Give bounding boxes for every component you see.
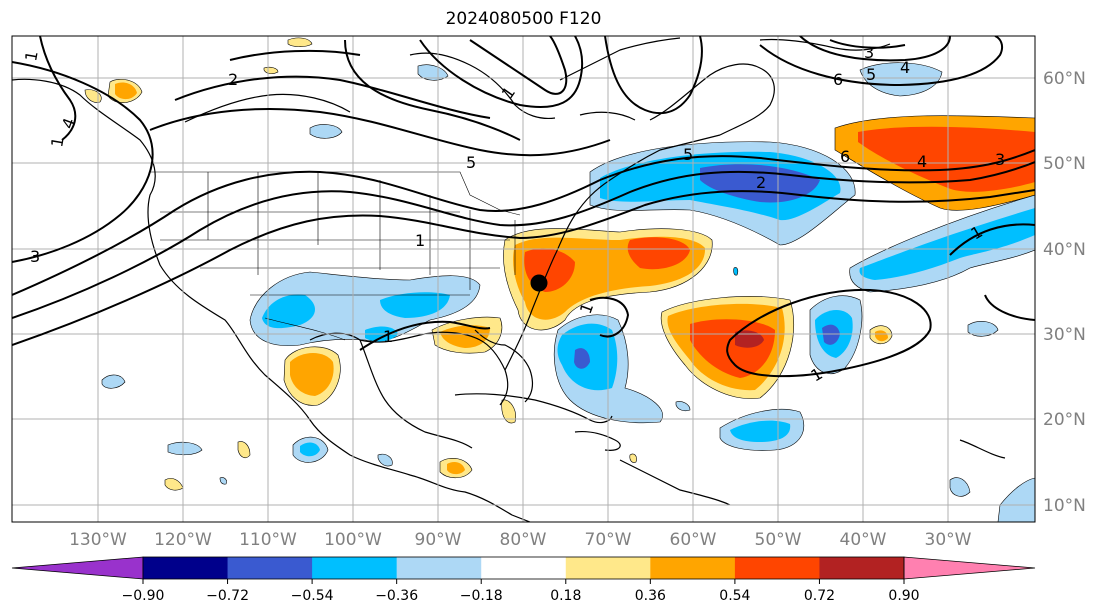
colorbar-tick-label: 0.18 — [550, 588, 581, 604]
lon-label: 60°W — [670, 530, 717, 550]
lat-label: 50°N — [1043, 154, 1086, 174]
colorbar-extend-low — [11, 556, 144, 580]
lon-label: 100°W — [324, 530, 382, 550]
lat-label: 40°N — [1043, 240, 1086, 260]
colorbar-tick-label: 0.90 — [888, 588, 919, 604]
contour-label: 5 — [683, 145, 693, 164]
lon-label: 50°W — [755, 530, 802, 550]
contour-label: 6 — [833, 70, 843, 89]
colorbar-tick-label: −0.18 — [460, 588, 503, 604]
colorbar-tick-label: −0.72 — [206, 588, 249, 604]
colorbar-segment — [227, 557, 313, 579]
height-contours — [12, 36, 1035, 378]
contour-label: 1 — [415, 231, 425, 250]
contour-label: 3 — [995, 150, 1005, 169]
contour-label: 5 — [466, 153, 476, 172]
colorbar-segment — [650, 557, 736, 579]
latitude-labels: 60°N 50°N 40°N 30°N 20°N 10°N — [1043, 69, 1086, 516]
colorbar-ticks: −0.90 −0.72 −0.54 −0.36 −0.18 0.18 0.36 0.54 0.7… — [122, 579, 920, 604]
contour-label: 3 — [30, 247, 40, 266]
colorbar-segment — [819, 557, 905, 579]
contour-label: 2 — [756, 173, 766, 192]
contour-label: 6 — [840, 147, 850, 166]
gridlines — [12, 36, 1035, 522]
colorbar-segment — [396, 557, 482, 579]
colorbar-segment — [143, 557, 229, 579]
contour-label: 5 — [866, 65, 876, 84]
colorbar-segments — [11, 556, 1036, 580]
colorbar-segment — [565, 557, 651, 579]
contour-label: 4 — [900, 58, 910, 77]
contour-label: 4 — [917, 152, 927, 171]
lat-label: 30°N — [1043, 325, 1086, 345]
contour-label: 2 — [228, 70, 238, 89]
colorbar-frame — [142, 556, 905, 580]
colorbar-tick-label: −0.54 — [291, 588, 334, 604]
lon-label: 70°W — [585, 530, 632, 550]
colorbar-segment — [481, 557, 567, 579]
lon-label: 110°W — [239, 530, 297, 550]
map-title: 2024080500 F120 — [445, 9, 602, 29]
colorbar-tick-label: −0.90 — [122, 588, 165, 604]
lon-label: 130°W — [69, 530, 127, 550]
cold-anomaly-plains — [249, 271, 481, 346]
colorbar-tick-label: 0.72 — [804, 588, 835, 604]
lon-label: 40°W — [840, 530, 887, 550]
lon-label: 30°W — [925, 530, 972, 550]
contour-label: 1 — [47, 135, 67, 148]
lon-label: 120°W — [154, 530, 212, 550]
lat-label: 60°N — [1043, 69, 1086, 89]
colorbar-tick-label: 0.36 — [635, 588, 666, 604]
colorbar-extend-high — [903, 556, 1036, 580]
borders — [150, 171, 521, 341]
contour-label: 1 — [21, 49, 41, 62]
contour-label: 1 — [383, 327, 393, 346]
point-marker — [530, 274, 548, 292]
map-frame — [11, 35, 1036, 523]
lat-label: 10°N — [1043, 496, 1086, 516]
colorbar-tick-label: 0.54 — [719, 588, 750, 604]
colorbar-segment — [734, 557, 820, 579]
colorbar-tick-label: −0.36 — [375, 588, 418, 604]
lat-label: 20°N — [1043, 410, 1086, 430]
colorbar: −0.90 −0.72 −0.54 −0.36 −0.18 0.18 0.36 0.54 0.7… — [11, 556, 1036, 604]
colorbar-segment — [312, 557, 398, 579]
lon-label: 90°W — [415, 530, 462, 550]
longitude-labels: 130°W 120°W 110°W 100°W 90°W 80°W 70°W 6… — [69, 530, 972, 550]
lon-label: 80°W — [500, 530, 547, 550]
contour-label: 3 — [864, 43, 874, 62]
map-canvas: 3 2 1 4 1 5 1 1 5 2 6 4 3 3 5 4 6 1 1 1 … — [12, 36, 1035, 522]
